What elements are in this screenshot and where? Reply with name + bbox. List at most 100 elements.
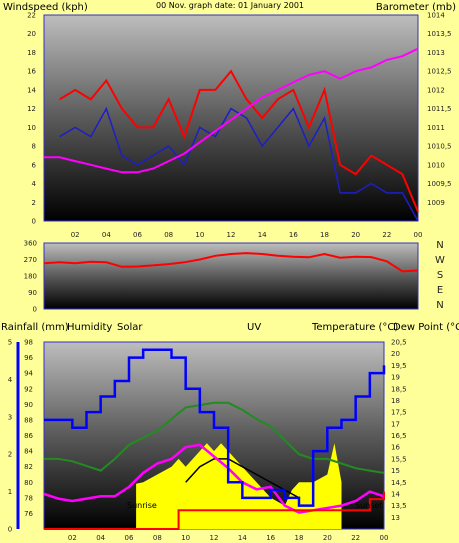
compass-label: W bbox=[435, 255, 445, 266]
temperature-ytick-label: 19 bbox=[391, 374, 400, 382]
barometer-ytick-label: 1013 bbox=[427, 49, 445, 57]
direction-ytick-label: 360 bbox=[24, 240, 37, 248]
axis-ticks: 024681012141618202210091009,510101010,51… bbox=[8, 12, 452, 543]
wind-ytick-label: 16 bbox=[27, 68, 36, 76]
temp-xtick-label: 06 bbox=[125, 534, 134, 542]
temperature-ytick-label: 17,5 bbox=[391, 409, 407, 417]
wind-ytick-label: 8 bbox=[32, 143, 36, 151]
sunrise-label: Sunrise bbox=[127, 501, 157, 510]
rainfall-line bbox=[44, 491, 385, 530]
humidity-ytick-label: 92 bbox=[24, 385, 33, 393]
rainfall-ytick-label: 1 bbox=[8, 488, 12, 496]
temperature-title: Temperature (°C) bbox=[311, 322, 398, 333]
temperature-ytick-label: 20 bbox=[391, 350, 400, 358]
temperature-ytick-label: 18 bbox=[391, 397, 400, 405]
wind-xtick-label: 14 bbox=[258, 231, 267, 239]
graph-date-label: 00 Nov. graph date: 01 January 2001 bbox=[156, 1, 304, 10]
humidity-title: Humidity bbox=[67, 322, 112, 333]
barometer-line bbox=[44, 47, 419, 174]
wind-xtick-label: 06 bbox=[133, 231, 142, 239]
wind-xtick-label: 00 bbox=[414, 231, 423, 239]
direction-ytick-label: 0 bbox=[33, 306, 37, 314]
temperature-ytick-label: 16 bbox=[391, 444, 400, 452]
dewpoint-title: Dew Point (°C) bbox=[393, 322, 459, 333]
compass-label: N bbox=[436, 300, 443, 311]
windspeed-line bbox=[59, 69, 419, 212]
wind-xtick-label: 10 bbox=[195, 231, 204, 239]
wind-ytick-label: 18 bbox=[27, 49, 36, 57]
barometer-axis-title: Barometer (mb) bbox=[376, 2, 456, 13]
barometer-ytick-label: 1010,5 bbox=[427, 143, 452, 151]
temp-xtick-label: 08 bbox=[153, 534, 162, 542]
temperature-ytick-label: 13 bbox=[391, 514, 400, 522]
wind-ytick-label: 0 bbox=[32, 218, 36, 226]
direction-ytick-label: 90 bbox=[28, 289, 37, 297]
wind-ytick-label: 12 bbox=[27, 105, 36, 113]
rainfall-title: Rainfall (mm) bbox=[1, 322, 69, 333]
humidity-ytick-label: 82 bbox=[24, 463, 33, 471]
barometer-ytick-label: 1009,5 bbox=[427, 180, 452, 188]
wind-xtick-label: 20 bbox=[351, 231, 360, 239]
temperature-ytick-label: 20,5 bbox=[391, 339, 407, 347]
temp-xtick-label: 18 bbox=[295, 534, 304, 542]
uv-line bbox=[185, 458, 300, 499]
uv-title: UV bbox=[247, 322, 261, 333]
wind-plot-area bbox=[43, 14, 419, 222]
temp-xtick-label: 10 bbox=[181, 534, 190, 542]
temperature-ytick-label: 17 bbox=[391, 420, 400, 428]
compass-label: N bbox=[436, 240, 443, 251]
wind-ytick-label: 4 bbox=[32, 180, 37, 188]
wind-xtick-label: 12 bbox=[227, 231, 236, 239]
barometer-ytick-label: 1012,5 bbox=[427, 68, 452, 76]
humidity-ytick-label: 94 bbox=[24, 370, 33, 378]
temperature-ytick-label: 15 bbox=[391, 467, 400, 475]
temperature-ytick-label: 13,5 bbox=[391, 502, 407, 510]
compass-label: S bbox=[437, 270, 443, 281]
sunset-label: Sunset bbox=[355, 501, 382, 510]
humidity-ytick-label: 84 bbox=[24, 448, 33, 456]
barometer-ytick-label: 1011,5 bbox=[427, 105, 452, 113]
direction-ytick-label: 180 bbox=[24, 273, 37, 281]
wind-ytick-label: 2 bbox=[32, 199, 36, 207]
wind-xtick-label: 18 bbox=[320, 231, 329, 239]
humidity-ytick-label: 90 bbox=[24, 401, 33, 409]
direction-ytick-label: 270 bbox=[24, 256, 37, 264]
temp-xtick-label: 20 bbox=[323, 534, 332, 542]
barometer-ytick-label: 1010 bbox=[427, 161, 445, 169]
wind-xtick-label: 04 bbox=[102, 231, 111, 239]
temperature-ytick-label: 14,5 bbox=[391, 479, 407, 487]
temp-xtick-label: 16 bbox=[266, 534, 275, 542]
barometer-ytick-label: 1014 bbox=[427, 12, 445, 20]
compass-label: E bbox=[437, 285, 443, 296]
humidity-ytick-label: 76 bbox=[24, 510, 33, 518]
wind-xtick-label: 22 bbox=[382, 231, 391, 239]
wind-ytick-label: 22 bbox=[27, 12, 36, 20]
temp-xtick-label: 04 bbox=[96, 534, 105, 542]
humidity-ytick-label: 98 bbox=[24, 339, 33, 347]
temperature-line bbox=[43, 443, 385, 514]
barometer-ytick-label: 1013,5 bbox=[427, 30, 452, 38]
dewpoint-line bbox=[44, 401, 385, 474]
wind-xtick-label: 02 bbox=[71, 231, 80, 239]
wind-xtick-label: 08 bbox=[164, 231, 173, 239]
humidity-ytick-label: 80 bbox=[24, 479, 33, 487]
temperature-ytick-label: 15,5 bbox=[391, 455, 407, 463]
barometer-ytick-label: 1012 bbox=[427, 86, 445, 94]
barometer-ytick-label: 1011 bbox=[427, 124, 445, 132]
rainfall-ytick-label: 0 bbox=[8, 526, 12, 534]
barometer-ytick-label: 1009 bbox=[427, 199, 445, 207]
humidity-line bbox=[44, 348, 386, 507]
temp-xtick-label: 00 bbox=[380, 534, 389, 542]
solar-title: Solar bbox=[117, 322, 143, 333]
humidity-ytick-label: 88 bbox=[24, 416, 33, 424]
rainfall-ytick-label: 2 bbox=[8, 451, 12, 459]
wind-xtick-label: 16 bbox=[289, 231, 298, 239]
rainfall-ytick-label: 3 bbox=[8, 413, 12, 421]
wind-direction-line bbox=[43, 252, 419, 273]
humidity-ytick-label: 78 bbox=[24, 494, 33, 502]
humidity-ytick-label: 86 bbox=[24, 432, 33, 440]
humidity-ytick-label: 96 bbox=[24, 354, 33, 362]
temp-xtick-label: 12 bbox=[210, 534, 219, 542]
chart-marks bbox=[43, 47, 419, 530]
